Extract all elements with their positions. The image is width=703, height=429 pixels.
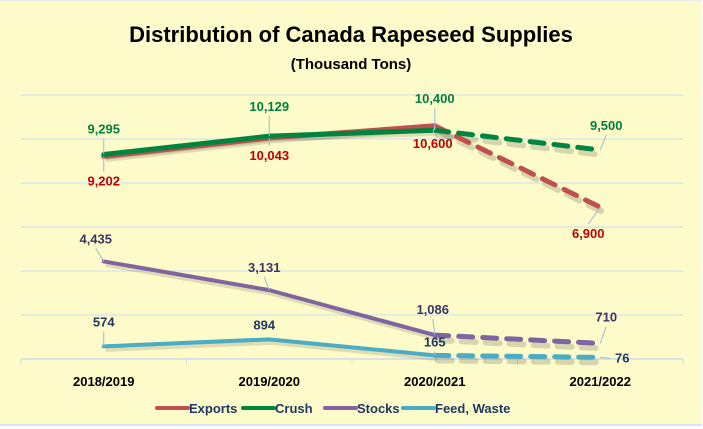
data-label: 4,435: [79, 231, 112, 246]
series-shadow: [434, 127, 607, 216]
line-shadows: [105, 126, 607, 366]
label-leader: [587, 206, 601, 225]
data-label: 9,202: [87, 174, 120, 189]
series-projection-crush: [432, 127, 603, 153]
data-label: 6,900: [572, 226, 605, 241]
label-leader: [432, 319, 436, 336]
data-label: 894: [253, 317, 275, 332]
series-lines: [101, 123, 603, 360]
chart-subtitle: (Thousand Tons): [291, 56, 412, 73]
data-label: 10,043: [249, 148, 289, 163]
data-label: 710: [595, 309, 617, 324]
chart-title: Distribution of Canada Rapeseed Supplies: [129, 22, 573, 47]
label-leader: [600, 356, 611, 359]
legend-item-crush[interactable]: Crush: [241, 401, 313, 416]
legend: Exports Crush Stocks Feed, Waste: [155, 401, 510, 416]
series-line-feed-waste: [101, 337, 437, 358]
x-axis: 2018/2019 2019/2020 2020/2021 2021/2022: [20, 359, 684, 389]
series-projection-feed-waste: [432, 352, 603, 360]
legend-label: Exports: [189, 401, 237, 416]
data-label: 3,131: [248, 260, 281, 275]
label-leader: [599, 134, 607, 151]
series-projection-exports: [432, 123, 603, 210]
data-label: 1,086: [416, 302, 449, 317]
series-shadow: [434, 337, 607, 352]
label-leader: [95, 248, 105, 262]
data-label: 9,500: [590, 118, 623, 133]
data-label: 574: [93, 314, 115, 329]
x-tick-label: 2020/2021: [404, 374, 465, 389]
legend-item-feed-waste[interactable]: Feed, Waste: [401, 401, 510, 416]
x-tick-label: 2019/2020: [239, 374, 300, 389]
label-leader: [599, 326, 607, 344]
x-tick-label: 2018/2019: [73, 374, 134, 389]
series-shadow: [105, 339, 437, 361]
data-label: 76: [615, 350, 629, 365]
legend-label: Feed, Waste: [435, 401, 510, 416]
data-label: 10,129: [249, 99, 289, 114]
legend-label: Stocks: [357, 401, 400, 416]
series-projection-stocks: [432, 332, 603, 346]
gridlines: [21, 94, 683, 360]
label-leader: [263, 276, 270, 291]
series-shadow: [105, 261, 438, 341]
x-tick-label: 2021/2022: [570, 374, 631, 389]
data-label: 9,295: [87, 122, 120, 137]
data-label: 165: [424, 334, 446, 349]
series-shadow: [434, 357, 607, 366]
label-leader-lines: [95, 108, 611, 359]
data-labels: 9,202 10,043 10,600 6,900 9,295 10,129 10,400 9…: [79, 91, 629, 365]
data-label: 10,400: [415, 91, 455, 106]
legend-label: Crush: [275, 401, 313, 416]
data-label: 10,600: [413, 136, 453, 151]
legend-item-exports[interactable]: Exports: [155, 401, 237, 416]
legend-item-stocks[interactable]: Stocks: [323, 401, 400, 416]
